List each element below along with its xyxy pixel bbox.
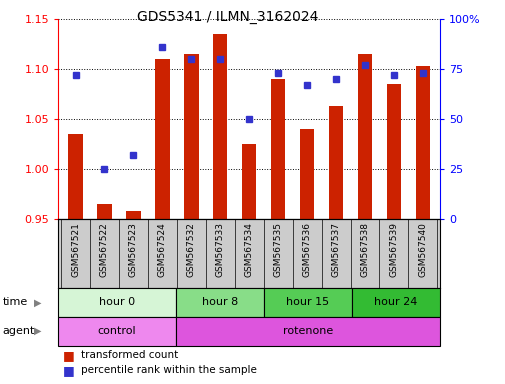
- Text: control: control: [97, 326, 136, 336]
- Text: GDS5341 / ILMN_3162024: GDS5341 / ILMN_3162024: [137, 10, 318, 23]
- Text: GSM567537: GSM567537: [331, 222, 340, 277]
- Text: GSM567538: GSM567538: [360, 222, 369, 277]
- Bar: [58, 288, 175, 317]
- Text: GSM567535: GSM567535: [273, 222, 282, 277]
- Bar: [155, 59, 169, 219]
- Bar: [415, 66, 429, 219]
- Bar: [386, 84, 400, 219]
- Bar: [299, 129, 314, 219]
- Text: hour 8: hour 8: [201, 297, 237, 308]
- Text: GSM567532: GSM567532: [186, 222, 195, 277]
- Text: time: time: [3, 297, 28, 308]
- Text: GSM567536: GSM567536: [302, 222, 311, 277]
- Text: ■: ■: [63, 349, 75, 362]
- Text: GSM567540: GSM567540: [418, 222, 427, 277]
- Bar: [175, 288, 264, 317]
- Text: transformed count: transformed count: [81, 350, 178, 360]
- Bar: [357, 54, 372, 219]
- Bar: [175, 317, 439, 346]
- Text: GSM567523: GSM567523: [129, 222, 138, 277]
- Text: GSM567533: GSM567533: [215, 222, 224, 277]
- Bar: [241, 144, 256, 219]
- Text: ▶: ▶: [34, 297, 41, 308]
- Text: hour 0: hour 0: [98, 297, 135, 308]
- Text: hour 24: hour 24: [374, 297, 417, 308]
- Text: GSM567522: GSM567522: [100, 222, 109, 277]
- Text: rotenone: rotenone: [282, 326, 332, 336]
- Text: ▶: ▶: [34, 326, 41, 336]
- Bar: [58, 317, 175, 346]
- Text: GSM567524: GSM567524: [158, 222, 167, 277]
- Text: agent: agent: [3, 326, 35, 336]
- Bar: [97, 204, 112, 219]
- Bar: [126, 211, 140, 219]
- Text: GSM567534: GSM567534: [244, 222, 253, 277]
- Text: GSM567539: GSM567539: [389, 222, 397, 277]
- Bar: [184, 54, 198, 219]
- Bar: [270, 79, 285, 219]
- Text: percentile rank within the sample: percentile rank within the sample: [81, 366, 257, 376]
- Text: ■: ■: [63, 364, 75, 377]
- Bar: [264, 288, 351, 317]
- Bar: [68, 134, 83, 219]
- Bar: [351, 288, 439, 317]
- Bar: [213, 34, 227, 219]
- Text: GSM567521: GSM567521: [71, 222, 80, 277]
- Text: hour 15: hour 15: [286, 297, 329, 308]
- Bar: [328, 106, 342, 219]
